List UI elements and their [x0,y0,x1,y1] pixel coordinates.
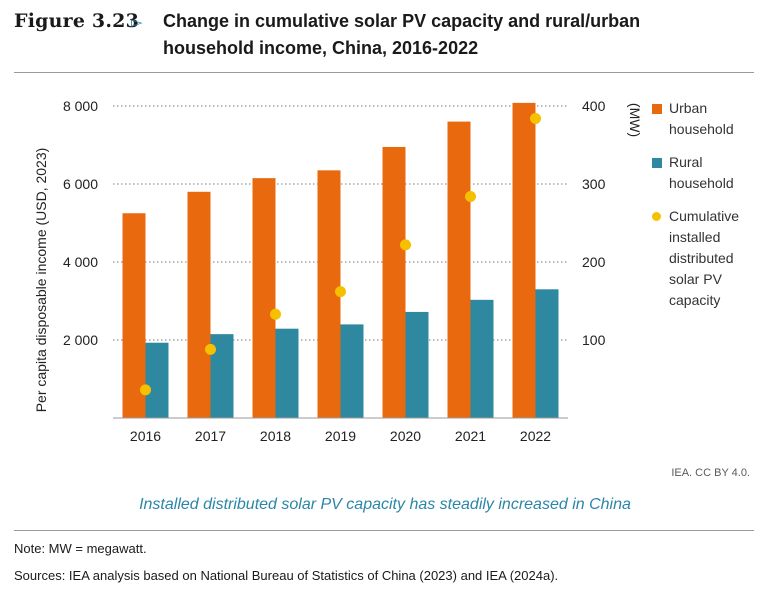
y2-axis-title: (MW) [627,103,643,137]
x-tick-label: 2017 [195,428,226,444]
figure-label: Figure 3.23 [14,10,139,32]
bar-rural-2021 [470,299,494,418]
legend-item-capacity: Cumulative installed distributed solar P… [652,206,770,311]
capacity-point-2018 [270,308,281,320]
legend-label-urban-1: Urban [669,100,708,116]
y2-tick-label: 300 [582,176,606,192]
bar-rural-2018 [275,328,299,418]
x-tick-label: 2019 [325,428,356,444]
legend-item-urban: Urban household [652,98,770,140]
legend-label-capacity-2: installed [669,229,721,245]
y2-tick-label: 200 [582,254,606,270]
chart-title: Change in cumulative solar PV capacity a… [163,11,641,58]
credit-text: IEA. CC BY 4.0. [671,467,750,479]
y2-tick-label: 100 [582,332,606,348]
sources-text: Sources: IEA analysis based on National … [14,568,559,583]
chart-svg: 2 000 4 000 6 000 8 000 100 200 300 400 Per capi… [33,98,643,444]
x-tick-label: 2021 [455,428,486,444]
note-text: Note: MW = megawatt. [14,541,147,556]
legend-label-rural-2: household [669,175,734,191]
bar-rural-2016 [145,342,169,418]
legend-swatch-rural [652,158,662,168]
legend-label-capacity-4: solar PV [669,271,722,287]
bar-urban-2018 [252,178,276,418]
legend-swatch-capacity [652,212,661,221]
top-divider [14,72,754,73]
bar-urban-2020 [382,146,406,418]
y2-tick-label: 400 [582,98,606,114]
legend-label-rural-1: Rural [669,154,703,170]
capacity-point-2017 [205,343,216,355]
x-tick-label: 2018 [260,428,291,444]
y-tick-label: 4 000 [63,254,98,270]
chart-legend: Urban household Rural household Cumulati… [652,98,770,323]
bar-urban-2021 [447,121,471,418]
capacity-point-2016 [140,384,151,396]
capacity-point-2019 [335,286,346,298]
figure-arrow-icon: ▻ [131,14,143,31]
bar-urban-2022 [512,102,536,418]
legend-label-capacity-1: Cumulative [669,208,740,224]
bar-rural-2020 [405,311,429,418]
legend-item-rural: Rural household [652,152,770,194]
capacity-point-2021 [465,190,476,202]
chart-caption: Installed distributed solar PV capacity … [139,496,631,513]
capacity-point-2022 [530,112,541,124]
y-tick-label: 8 000 [63,98,98,114]
x-tick-label: 2022 [520,428,551,444]
bar-rural-2022 [535,289,559,418]
bar-urban-2019 [317,170,341,418]
capacity-point-2020 [400,239,411,251]
x-tick-label: 2016 [130,428,161,444]
y-axis-title: Per capita disposable income (USD, 2023) [33,148,49,413]
bar-urban-2017 [187,191,211,418]
bar-urban-2016 [122,213,146,418]
legend-swatch-urban [652,104,662,114]
legend-label-capacity-5: capacity [669,292,721,308]
y-tick-label: 2 000 [63,332,98,348]
bar-rural-2019 [340,324,364,418]
legend-label-urban-2: household [669,121,734,137]
bar-rural-2017 [210,334,234,418]
legend-label-capacity-3: distributed [669,250,734,266]
y-tick-label: 6 000 [63,176,98,192]
x-tick-label: 2020 [390,428,421,444]
bottom-divider [14,530,754,531]
